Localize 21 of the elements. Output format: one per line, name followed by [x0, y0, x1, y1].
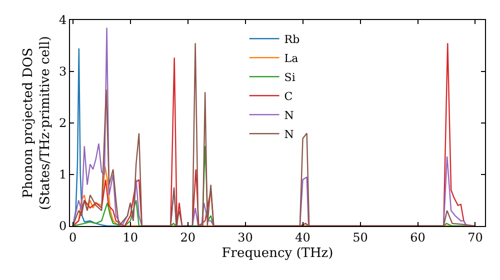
x-tick-label: 60	[410, 230, 426, 244]
legend-label: Si	[284, 70, 296, 84]
legend-label: Rb	[284, 32, 300, 46]
y-tick-label: 3	[58, 64, 67, 79]
x-tick-label: 0	[69, 230, 77, 244]
x-tick-label: 30	[238, 230, 253, 244]
legend-label: La	[284, 52, 299, 65]
y-tick-label: 2	[58, 116, 67, 130]
legend-label: N	[284, 128, 294, 141]
x-tick-label: 20	[180, 230, 196, 244]
x-tick-label: 10	[122, 230, 138, 244]
y-axis-title: Phonon projected DOS (States/THz·primitive cell)	[21, 36, 53, 210]
legend-label: N	[284, 108, 294, 122]
x-axis-title: Frequency (THz)	[222, 246, 334, 261]
x-tick-label: 50	[352, 230, 368, 244]
x-tick-label: 70	[468, 230, 483, 244]
x-tick-label: 40	[295, 230, 310, 244]
y-tick-label: 0	[58, 219, 67, 234]
legend-label: C	[284, 90, 293, 103]
y-tick-label: 4	[58, 13, 67, 28]
y-tick-label: 1	[58, 168, 67, 182]
